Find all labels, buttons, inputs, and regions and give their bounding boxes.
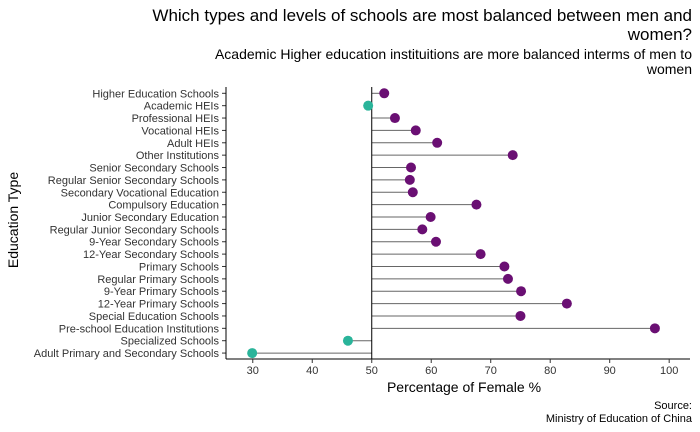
y-tick-label: 12-Year Secondary Schools bbox=[83, 249, 219, 261]
y-tick-label: 9-Year Secondary Schools bbox=[89, 237, 219, 249]
caption-source-name: Ministry of Education of China bbox=[545, 413, 692, 425]
y-tick-label: Vocational HEIs bbox=[141, 125, 219, 137]
data-point bbox=[432, 137, 443, 148]
data-point bbox=[410, 125, 421, 136]
y-tick-label: Regular Junior Secondary Schools bbox=[50, 224, 220, 236]
x-tick-label: 70 bbox=[485, 365, 497, 377]
data-point bbox=[363, 100, 374, 111]
stem-layer bbox=[252, 92, 655, 354]
y-tick-label: Higher Education Schools bbox=[92, 88, 219, 100]
data-point bbox=[406, 162, 417, 173]
y-axis-title: Education Type bbox=[5, 172, 21, 268]
data-point bbox=[342, 335, 353, 346]
y-tick-label: Senior Secondary Schools bbox=[89, 163, 219, 175]
y-tick-label: Compulsory Education bbox=[108, 200, 219, 212]
x-tick-label: 50 bbox=[366, 365, 378, 377]
x-tick-label: 60 bbox=[425, 365, 437, 377]
chart-caption: Source: Ministry of Education of China bbox=[546, 400, 692, 426]
x-tick-label: 80 bbox=[544, 365, 556, 377]
data-point bbox=[507, 150, 518, 161]
data-point bbox=[561, 298, 572, 309]
y-tick-label: Specialized Schools bbox=[121, 336, 220, 348]
x-tick-label: 100 bbox=[660, 365, 678, 377]
y-tick-label: 9-Year Primary Schools bbox=[104, 286, 220, 298]
data-point bbox=[499, 261, 510, 272]
data-point bbox=[475, 249, 486, 260]
data-point bbox=[516, 286, 527, 297]
x-axis: 30 40 50 60 70 80 90 100 bbox=[226, 358, 690, 377]
y-tick-label: Adult Primary and Secondary Schools bbox=[34, 348, 220, 360]
data-point bbox=[425, 212, 436, 222]
y-tick-label: Professional HEIs bbox=[132, 113, 220, 125]
data-point bbox=[515, 310, 526, 321]
data-point bbox=[407, 187, 418, 198]
chart-subtitle: Academic Higher education instituitions … bbox=[214, 46, 692, 77]
data-point bbox=[649, 323, 660, 334]
x-axis-title: Percentage of Female % bbox=[387, 379, 541, 395]
data-point bbox=[417, 224, 428, 235]
y-tick-label: Academic HEIs bbox=[144, 101, 220, 113]
y-tick-label: Pre-school Education Institutions bbox=[59, 323, 220, 335]
y-tick-label: Other Institutions bbox=[136, 150, 220, 162]
data-point bbox=[404, 174, 415, 185]
x-tick-label: 90 bbox=[604, 365, 616, 377]
data-point bbox=[247, 348, 258, 359]
x-tick-label: 40 bbox=[306, 365, 318, 377]
y-tick-label: Secondary Vocational Education bbox=[61, 187, 219, 199]
y-tick-label: Regular Primary Schools bbox=[97, 274, 219, 286]
data-point bbox=[379, 88, 390, 99]
point-layer bbox=[247, 88, 660, 359]
y-tick-label: Special Education Schools bbox=[89, 311, 220, 323]
data-point bbox=[430, 236, 441, 247]
data-point bbox=[389, 113, 400, 124]
y-tick-label: Adult HEIs bbox=[167, 138, 219, 150]
y-tick-label: Regular Senior Secondary Schools bbox=[48, 175, 220, 187]
x-tick-label: 30 bbox=[247, 365, 259, 377]
data-point bbox=[502, 273, 513, 284]
caption-source-label: Source: bbox=[654, 400, 692, 412]
y-tick-label: Junior Secondary Education bbox=[81, 212, 219, 224]
data-point bbox=[471, 199, 482, 210]
y-tick-label: 12-Year Primary Schools bbox=[98, 299, 220, 311]
chart-title: Which types and levels of schools are mo… bbox=[152, 6, 692, 44]
y-tick-label: Primary Schools bbox=[139, 261, 220, 273]
